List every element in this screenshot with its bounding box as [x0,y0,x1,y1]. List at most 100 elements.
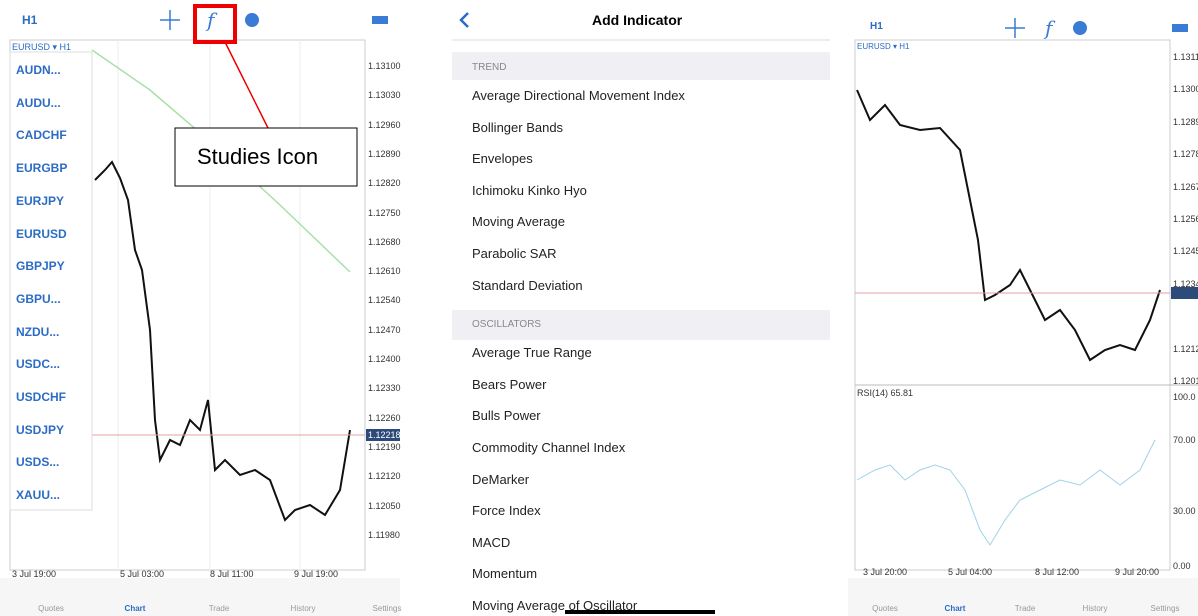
timeframe: H1 [870,21,883,32]
tab[interactable]: Settings [372,604,402,613]
studies-icon[interactable]: f [1043,16,1056,40]
price-label: 1.13030 [368,90,401,101]
price-label: 1.12120 [368,471,401,482]
indicator-item[interactable]: MACD [472,534,511,550]
symbol-item[interactable]: EURGBP [16,161,68,176]
back-button[interactable] [459,12,469,28]
price-label: 1.1245 [1173,246,1198,257]
rsi-line [856,439,1156,546]
tab[interactable]: Chart [124,604,146,613]
tab-bar [848,578,1198,616]
section-header [452,52,830,80]
indicator-item[interactable]: Moving Average of Oscillator [472,598,638,613]
symbol-item[interactable]: CADCHF [16,128,67,143]
tab[interactable]: Chart [944,604,966,613]
time-label: 8 Jul 12:00 [1035,567,1080,577]
time-label: 9 Jul 20:00 [1115,567,1160,577]
indicator-item[interactable]: Average True Range [472,345,592,361]
indicator-item[interactable]: Momentum [472,566,538,582]
symbol-item[interactable]: XAUU... [16,488,61,503]
level-label: 30.00 [1173,506,1196,516]
windows-icon[interactable] [1172,24,1188,32]
symbol-item[interactable]: AUDN... [16,63,61,77]
price-label: 1.1278 [1173,149,1198,160]
callout-text: Studies Icon [197,144,319,169]
tab[interactable]: History [1082,604,1108,613]
price-label: 1.13100 [368,61,401,71]
tab[interactable]: Settings [1150,604,1180,613]
symbol-item[interactable]: USDS... [16,455,60,470]
symbol-item[interactable]: AUDU... [16,95,61,110]
section-header [452,310,830,340]
price-label: 1.12890 [368,148,401,159]
indicator-item[interactable]: Ichimoku Kinko Hyo [472,182,587,198]
indicator-item[interactable]: Parabolic SAR [472,246,557,261]
symbol-item[interactable]: USDCHF [16,390,66,404]
time-label: 8 Jul 11:00 [210,569,254,579]
price-label: 1.12680 [368,236,401,247]
symbol-item[interactable]: GBPU... [16,291,61,306]
time-label: 9 Jul 19:00 [294,569,339,579]
price-label: 1.12820 [368,178,401,189]
price-label: 1.12190 [368,441,401,452]
price-candles [856,89,1161,362]
tab[interactable]: Quotes [38,604,64,613]
callout-box [174,127,358,187]
indicator-item[interactable]: Envelopes [472,151,533,167]
objects-icon[interactable] [1073,21,1087,35]
price-label: 1.12610 [368,266,401,277]
tab[interactable]: Trade [1014,604,1036,613]
price-label: 1.12750 [368,207,401,218]
symbol-list [9,51,93,511]
objects-icon[interactable] [245,13,259,27]
symbol-label: EURUSD ▾ H1 [12,42,72,52]
symbol-item[interactable]: GBPJPY [16,259,65,274]
indicator-item[interactable]: Average Directional Movement Index [472,88,685,103]
time-label: 3 Jul 20:00 [863,567,908,577]
time-label: 5 Jul 04:00 [948,567,993,577]
price-label: 1.1311 [1173,52,1198,62]
price-label: 1.12400 [368,354,401,364]
price-label: 1.1289 [1173,116,1198,127]
chart-frame [854,39,1171,571]
windows-icon[interactable] [372,16,388,24]
symbol-item[interactable]: NZDU... [16,324,60,339]
indicator-item[interactable]: Commodity Channel Index [472,440,626,455]
symbol-item[interactable]: USDC... [16,357,61,372]
indicator-item[interactable]: Force Index [472,503,541,519]
indicator-item[interactable]: Moving Average [472,214,565,230]
price-label: 1.1256 [1173,214,1198,224]
indicator-item[interactable]: Bulls Power [472,408,541,424]
price-label: 1.1300 [1173,84,1198,95]
indicator-item[interactable]: Bollinger Bands [472,119,564,135]
level-label: 100.0 [1173,392,1196,402]
price-label: 1.1201 [1173,376,1198,386]
indicator-item[interactable]: Standard Deviation [472,277,583,293]
tab[interactable]: Quotes [872,604,898,613]
price-label: 1.122 [1173,311,1196,322]
price-tag [366,429,400,441]
highlight-box [193,4,237,44]
symbol-item[interactable]: EURUSD [16,226,67,241]
price-tag [1171,287,1198,299]
indicator-item[interactable]: DeMarker [472,471,530,487]
callout-line [224,41,269,129]
indicator-item[interactable]: Bears Power [472,376,547,392]
grid [117,40,301,570]
symbol-item[interactable]: USDJPY [16,422,65,437]
price-label: 1.12050 [368,500,401,511]
price-label: 1.12960 [368,119,401,130]
price-candles [94,160,351,522]
time-label: 3 Jul 19:00 [12,569,57,579]
price-label: 1.12260 [368,412,401,423]
current-price: 1.12218 [368,430,401,440]
price-label: 1.12540 [368,295,401,306]
tab[interactable]: History [290,604,316,613]
tab[interactable]: Trade [208,604,230,613]
level-label: 70.00 [1173,435,1196,445]
price-label: 1.12330 [368,383,401,394]
symbol-item[interactable]: EURJPY [16,193,65,208]
studies-icon[interactable]: f [205,8,218,32]
